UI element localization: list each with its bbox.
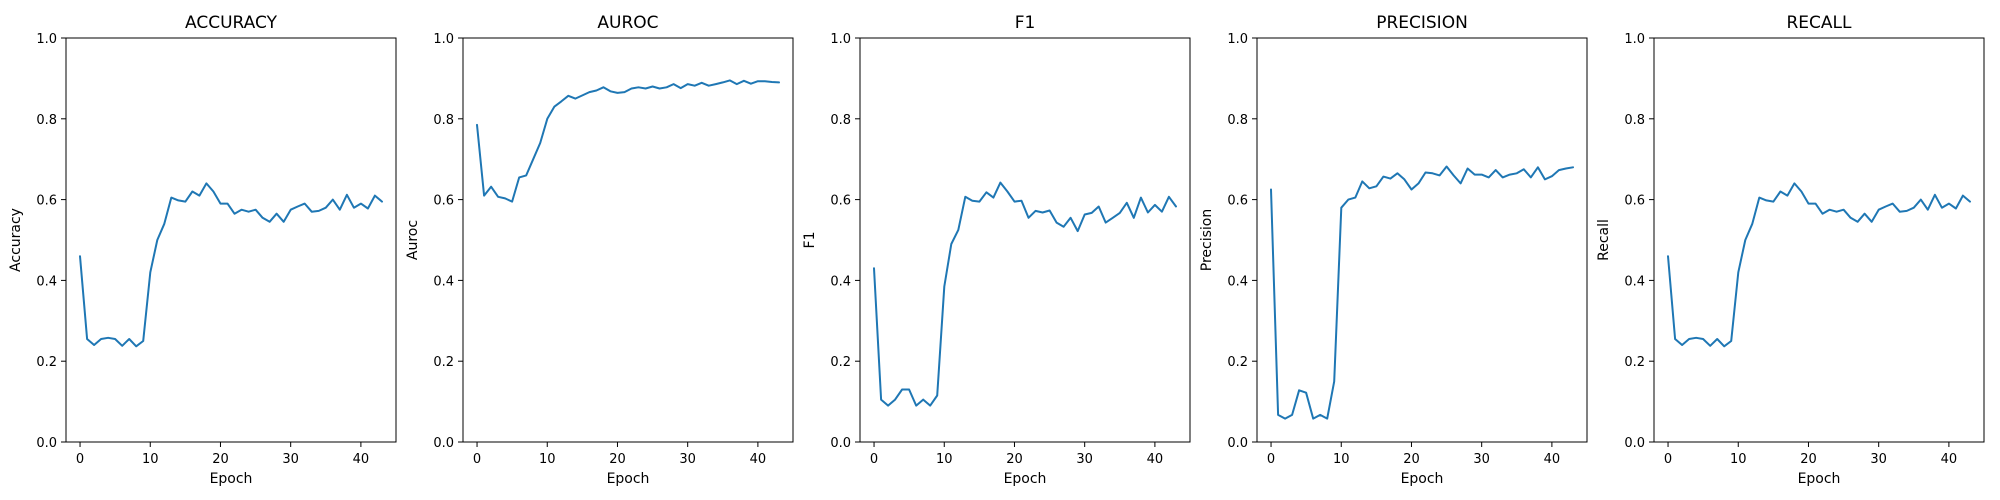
plot-frame — [65, 37, 397, 443]
y-tick-label: 0.4 — [1227, 274, 1248, 289]
y-tick-label: 0.6 — [830, 194, 851, 209]
x-tick-label: 0 — [1267, 452, 1275, 467]
y-axis-label: Recall — [1596, 219, 1612, 261]
plot-frame — [1653, 37, 1985, 443]
x-tick-label: 10 — [1333, 452, 1350, 467]
y-tick-label: 0.0 — [1624, 436, 1645, 451]
x-axis-label: Epoch — [1004, 471, 1047, 487]
y-axis-label: Precision — [1199, 209, 1215, 271]
y-tick-label: 0.4 — [36, 274, 57, 289]
y-tick-label: 0.6 — [433, 194, 454, 209]
x-tick-label: 20 — [1800, 452, 1817, 467]
x-tick-label: 40 — [1544, 452, 1561, 467]
x-tick-label: 0 — [473, 452, 481, 467]
x-tick-label: 40 — [1941, 452, 1958, 467]
y-axis-label: Auroc — [405, 220, 421, 260]
x-tick-label: 10 — [142, 452, 159, 467]
x-tick-label: 30 — [1473, 452, 1490, 467]
y-tick-label: 0.4 — [830, 274, 851, 289]
y-tick-label: 0.6 — [36, 194, 57, 209]
y-tick-label: 0.2 — [36, 355, 57, 370]
y-tick-label: 0.4 — [1624, 274, 1645, 289]
x-tick-label: 10 — [1730, 452, 1747, 467]
plot-frame — [859, 37, 1191, 443]
series-line-accuracy — [79, 182, 383, 348]
chart-recall: RECALL 0.0 0.2 0.4 0.6 0.8 1.0 0 10 20 30 40 Epoch Re… — [1596, 13, 1985, 487]
x-axis-label: Epoch — [1401, 471, 1444, 487]
x-axis-label: Epoch — [1798, 471, 1841, 487]
x-tick-label: 0 — [76, 452, 84, 467]
y-tick-label: 0.0 — [1227, 436, 1248, 451]
x-axis-label: Epoch — [210, 471, 253, 487]
x-tick-label: 40 — [1147, 452, 1164, 467]
plot-frame — [462, 37, 794, 443]
chart-title: ACCURACY — [185, 13, 278, 33]
x-tick-label: 40 — [750, 452, 767, 467]
y-tick-label: 0.0 — [830, 436, 851, 451]
series-line-f1 — [873, 181, 1177, 407]
y-tick-label: 0.8 — [433, 113, 454, 128]
y-tick-label: 1.0 — [433, 32, 454, 47]
x-tick-label: 30 — [1870, 452, 1887, 467]
y-axis-label: F1 — [802, 232, 818, 249]
chart-title: AUROC — [597, 13, 658, 33]
chart-title: RECALL — [1787, 13, 1853, 33]
chart-title: PRECISION — [1376, 13, 1468, 33]
chart-title: F1 — [1015, 13, 1036, 33]
y-tick-label: 0.2 — [1227, 355, 1248, 370]
x-tick-label: 20 — [212, 452, 229, 467]
y-tick-label: 0.8 — [830, 113, 851, 128]
chart-precision: PRECISION 0.0 0.2 0.4 0.6 0.8 1.0 0 10 20 30 40 Epoc… — [1199, 13, 1588, 487]
x-tick-label: 20 — [1006, 452, 1023, 467]
chart-auroc: AUROC 0.0 0.2 0.4 0.6 0.8 1.0 0 10 20 30 40 Epoch Aur… — [405, 13, 794, 487]
y-axis-label: Accuracy — [8, 208, 24, 272]
y-tick-label: 0.8 — [36, 113, 57, 128]
chart-f1: F1 0.0 0.2 0.4 0.6 0.8 1.0 0 10 20 30 40 Epoch F1 — [802, 13, 1191, 487]
y-tick-label: 0.6 — [1624, 194, 1645, 209]
x-tick-label: 30 — [282, 452, 299, 467]
y-tick-label: 0.8 — [1624, 113, 1645, 128]
y-tick-label: 0.0 — [36, 436, 57, 451]
x-tick-label: 20 — [1403, 452, 1420, 467]
chart-accuracy: ACCURACY 0.0 0.2 0.4 0.6 0.8 1.0 0 10 20 30 40 Epoch… — [8, 13, 397, 487]
y-tick-label: 1.0 — [1624, 32, 1645, 47]
series-line-precision — [1270, 165, 1574, 420]
y-tick-label: 0.8 — [1227, 113, 1248, 128]
x-tick-label: 0 — [870, 452, 878, 467]
y-tick-label: 0.2 — [830, 355, 851, 370]
y-tick-label: 0.0 — [433, 436, 454, 451]
series-line-auroc — [476, 79, 780, 203]
x-tick-label: 30 — [679, 452, 696, 467]
y-tick-label: 1.0 — [830, 32, 851, 47]
x-tick-label: 10 — [539, 452, 556, 467]
y-tick-label: 1.0 — [36, 32, 57, 47]
x-tick-label: 40 — [353, 452, 370, 467]
y-tick-label: 0.2 — [1624, 355, 1645, 370]
y-tick-label: 0.6 — [1227, 194, 1248, 209]
series-line-recall — [1667, 182, 1971, 348]
x-tick-label: 0 — [1664, 452, 1672, 467]
y-tick-label: 1.0 — [1227, 32, 1248, 47]
plot-frame — [1256, 37, 1588, 443]
x-tick-label: 20 — [609, 452, 626, 467]
x-tick-label: 10 — [936, 452, 953, 467]
y-tick-label: 0.4 — [433, 274, 454, 289]
x-axis-label: Epoch — [607, 471, 650, 487]
y-tick-label: 0.2 — [433, 355, 454, 370]
x-tick-label: 30 — [1076, 452, 1093, 467]
